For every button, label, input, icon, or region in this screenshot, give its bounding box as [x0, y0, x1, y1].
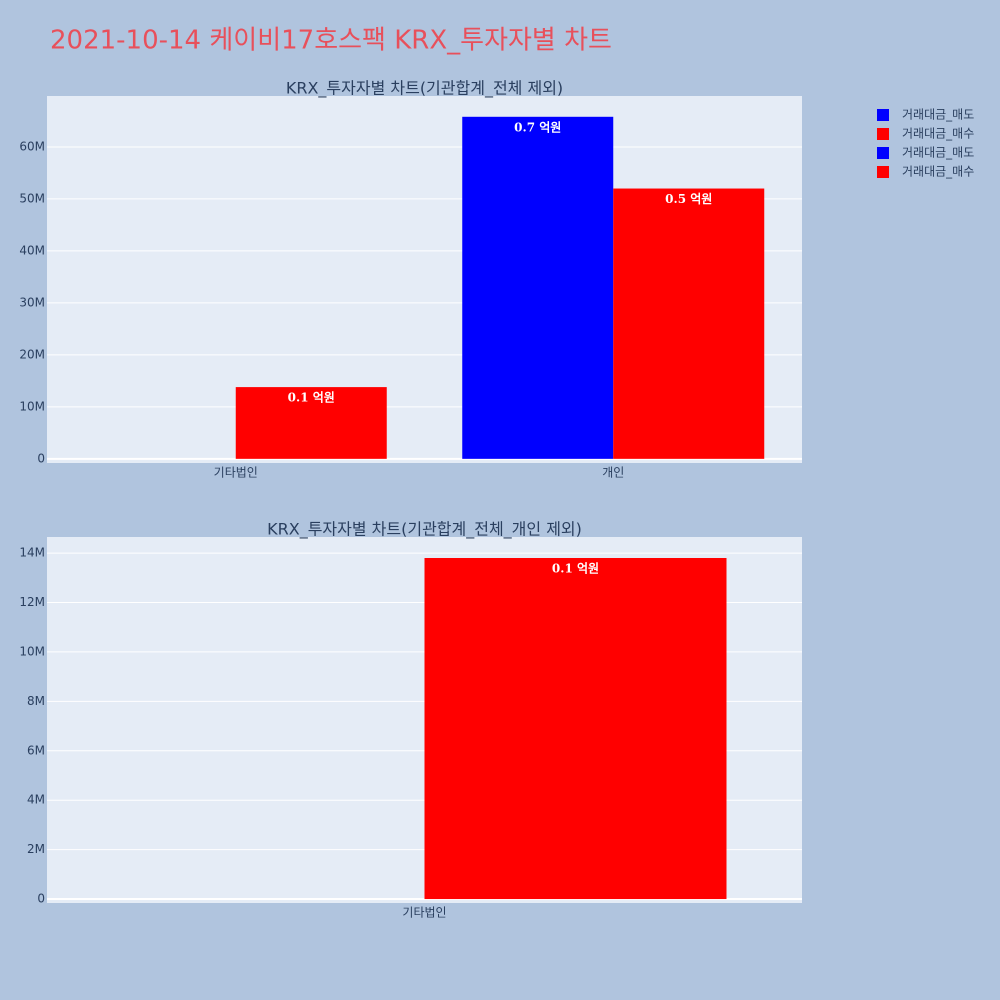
- legend-label: 거래대금_매수: [902, 127, 974, 141]
- y-tick-label: 8M: [27, 694, 45, 708]
- data-label: 0.5 억원: [665, 192, 712, 206]
- legend-label: 거래대금_매도: [902, 108, 974, 122]
- bar: [424, 558, 727, 900]
- bar: [462, 116, 614, 459]
- data-label: 0.1 억원: [288, 391, 335, 405]
- bar: [235, 387, 387, 459]
- chart-title: KRX_투자자별 차트(기관합계_전체 제외): [286, 79, 563, 99]
- legend-swatch: [877, 166, 889, 178]
- legend-swatch: [877, 147, 889, 159]
- legend-label: 거래대금_매수: [902, 165, 974, 179]
- data-label: 0.7 억원: [514, 120, 561, 134]
- data-label: 0.1 억원: [552, 562, 599, 576]
- y-tick-label: 14M: [19, 546, 45, 560]
- y-tick-label: 6M: [27, 743, 45, 757]
- x-tick-label: 기타법인: [402, 906, 446, 920]
- y-tick-label: 30M: [19, 295, 45, 309]
- x-tick-label: 개인: [602, 466, 624, 480]
- y-tick-label: 0: [37, 892, 45, 906]
- x-tick-label: 기타법인: [214, 466, 258, 480]
- y-tick-label: 0: [37, 451, 45, 465]
- page-title: 2021-10-14 케이비17호스팩 KRX_투자자별 차트: [50, 26, 612, 56]
- y-tick-label: 10M: [19, 399, 45, 413]
- y-tick-label: 12M: [19, 595, 45, 609]
- chart-title: KRX_투자자별 차트(기관합계_전체_개인 제외): [267, 520, 582, 540]
- legend-swatch: [877, 109, 889, 121]
- legend-swatch: [877, 128, 889, 140]
- legend-label: 거래대금_매도: [902, 146, 974, 160]
- y-tick-label: 40M: [19, 243, 45, 257]
- y-tick-label: 60M: [19, 139, 45, 153]
- y-tick-label: 10M: [19, 644, 45, 658]
- bar: [613, 188, 765, 459]
- y-tick-label: 20M: [19, 347, 45, 361]
- y-tick-label: 4M: [27, 793, 45, 807]
- y-tick-label: 50M: [19, 191, 45, 205]
- y-tick-label: 2M: [27, 842, 45, 856]
